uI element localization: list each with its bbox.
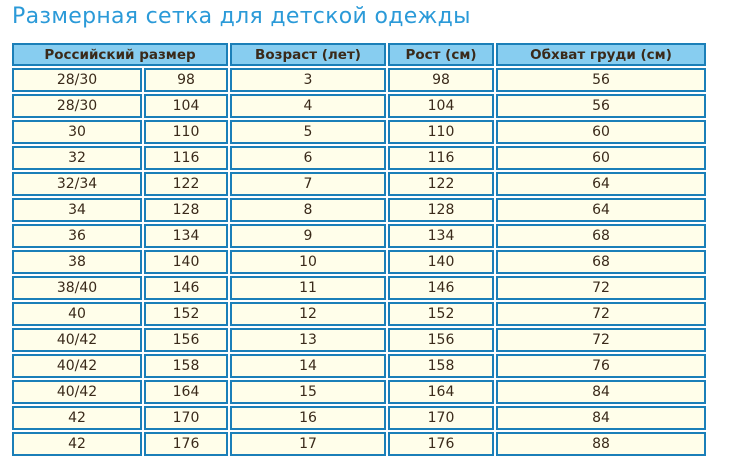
cell-russian-size: 36 [12,224,142,248]
table-row: 40 152 12 152 72 [12,302,706,326]
cell-height: 158 [388,354,494,378]
table-row: 40/42 164 15 164 84 [12,380,706,404]
cell-height: 152 [388,302,494,326]
table-row: 28/30 98 3 98 56 [12,68,706,92]
cell-size-number: 164 [144,380,228,404]
cell-chest: 64 [496,198,706,222]
cell-russian-size: 32 [12,146,142,170]
cell-russian-size: 38/40 [12,276,142,300]
cell-height: 170 [388,406,494,430]
cell-size-number: 122 [144,172,228,196]
cell-height: 146 [388,276,494,300]
cell-chest: 84 [496,380,706,404]
cell-russian-size: 28/30 [12,94,142,118]
cell-age: 15 [230,380,386,404]
cell-russian-size: 34 [12,198,142,222]
cell-chest: 72 [496,276,706,300]
cell-height: 164 [388,380,494,404]
header-height: Рост (см) [388,43,494,66]
cell-chest: 84 [496,406,706,430]
cell-height: 98 [388,68,494,92]
header-age: Возраст (лет) [230,43,386,66]
cell-russian-size: 40/42 [12,328,142,352]
table-row: 40/42 158 14 158 76 [12,354,706,378]
cell-russian-size: 42 [12,432,142,456]
cell-height: 122 [388,172,494,196]
header-russian-size: Российский размер [12,43,228,66]
table-row: 32/34 122 7 122 64 [12,172,706,196]
cell-size-number: 176 [144,432,228,456]
cell-age: 17 [230,432,386,456]
table-row: 30 110 5 110 60 [12,120,706,144]
cell-russian-size: 42 [12,406,142,430]
size-chart-table: Российский размер Возраст (лет) Рост (см… [10,41,708,458]
table-row: 28/30 104 4 104 56 [12,94,706,118]
cell-height: 104 [388,94,494,118]
cell-size-number: 156 [144,328,228,352]
table-row: 42 176 17 176 88 [12,432,706,456]
cell-height: 110 [388,120,494,144]
cell-size-number: 98 [144,68,228,92]
cell-age: 11 [230,276,386,300]
cell-size-number: 158 [144,354,228,378]
cell-age: 8 [230,198,386,222]
cell-size-number: 110 [144,120,228,144]
cell-age: 10 [230,250,386,274]
cell-russian-size: 32/34 [12,172,142,196]
cell-chest: 60 [496,146,706,170]
table-row: 42 170 16 170 84 [12,406,706,430]
cell-age: 3 [230,68,386,92]
cell-age: 13 [230,328,386,352]
cell-russian-size: 30 [12,120,142,144]
header-chest: Обхват груди (см) [496,43,706,66]
cell-age: 5 [230,120,386,144]
cell-chest: 68 [496,224,706,248]
cell-size-number: 116 [144,146,228,170]
cell-chest: 72 [496,328,706,352]
cell-chest: 72 [496,302,706,326]
cell-size-number: 152 [144,302,228,326]
cell-russian-size: 38 [12,250,142,274]
cell-age: 4 [230,94,386,118]
cell-age: 16 [230,406,386,430]
cell-size-number: 146 [144,276,228,300]
cell-age: 6 [230,146,386,170]
table-row: 34 128 8 128 64 [12,198,706,222]
cell-height: 140 [388,250,494,274]
cell-chest: 60 [496,120,706,144]
cell-height: 128 [388,198,494,222]
table-row: 38/40 146 11 146 72 [12,276,706,300]
cell-chest: 56 [496,68,706,92]
cell-russian-size: 40/42 [12,354,142,378]
table-row: 40/42 156 13 156 72 [12,328,706,352]
table-row: 36 134 9 134 68 [12,224,706,248]
cell-russian-size: 40 [12,302,142,326]
cell-chest: 68 [496,250,706,274]
cell-height: 116 [388,146,494,170]
cell-russian-size: 28/30 [12,68,142,92]
page-title: Размерная сетка для детской одежды [12,4,471,29]
cell-size-number: 134 [144,224,228,248]
header-row: Российский размер Возраст (лет) Рост (см… [12,43,706,66]
cell-height: 134 [388,224,494,248]
cell-size-number: 140 [144,250,228,274]
cell-size-number: 170 [144,406,228,430]
cell-height: 156 [388,328,494,352]
cell-chest: 88 [496,432,706,456]
cell-chest: 76 [496,354,706,378]
cell-chest: 56 [496,94,706,118]
cell-age: 14 [230,354,386,378]
cell-age: 12 [230,302,386,326]
table-row: 38 140 10 140 68 [12,250,706,274]
cell-chest: 64 [496,172,706,196]
cell-size-number: 128 [144,198,228,222]
table-row: 32 116 6 116 60 [12,146,706,170]
cell-russian-size: 40/42 [12,380,142,404]
cell-height: 176 [388,432,494,456]
cell-age: 9 [230,224,386,248]
cell-size-number: 104 [144,94,228,118]
cell-age: 7 [230,172,386,196]
